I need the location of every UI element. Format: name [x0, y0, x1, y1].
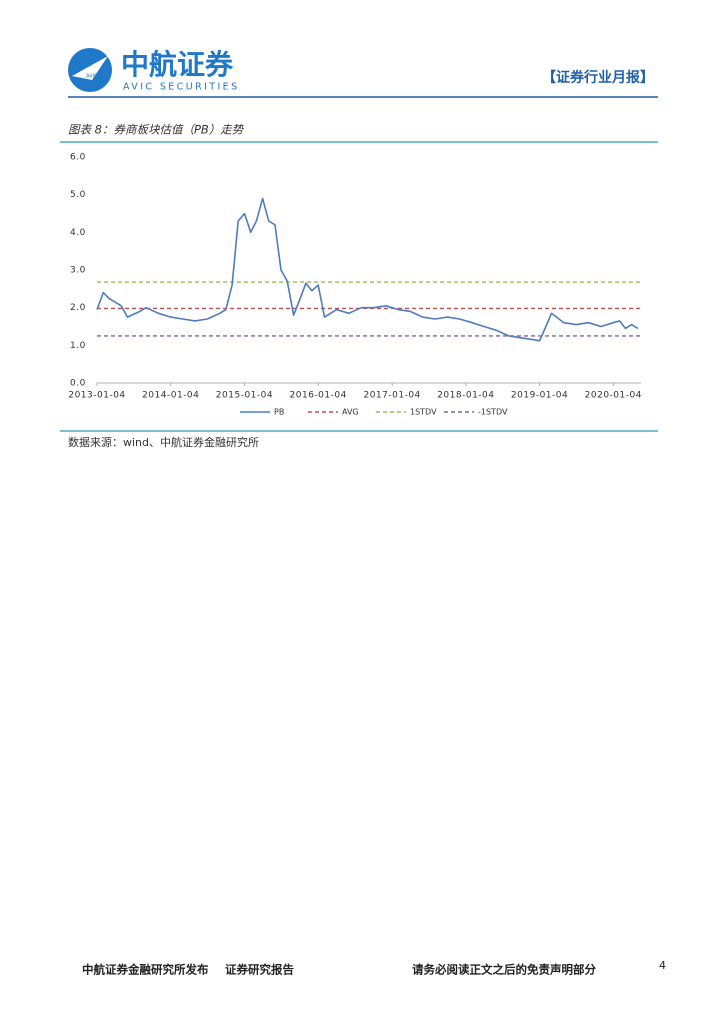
y-tick-label: 6.0: [70, 153, 86, 163]
page-number: 4: [659, 959, 666, 972]
logo-name: 中航证券: [121, 48, 234, 81]
x-tick-label: 2013-01-04: [68, 391, 125, 401]
legend-label: AVG: [342, 408, 359, 417]
figure-caption: 图表 8：券商板块估值（PB）走势: [68, 123, 245, 137]
x-tick-label: 2016-01-04: [290, 391, 347, 401]
footer-publisher: 中航证券金融研究所发布: [82, 963, 209, 977]
x-tick-label: 2015-01-04: [216, 391, 273, 401]
y-tick-label: 3.0: [70, 266, 86, 276]
figure-source: 数据来源：wind、中航证券金融研究所: [68, 435, 259, 449]
y-tick-label: 4.0: [70, 228, 86, 238]
footer-disclaimer: 请务必阅读正文之后的免责声明部分: [412, 963, 596, 977]
footer-doc-type: 证券研究报告: [225, 963, 294, 977]
legend-label: PB: [274, 408, 284, 417]
y-tick-label: 0.0: [70, 379, 86, 389]
y-tick-label: 1.0: [70, 341, 86, 351]
y-tick-label: 5.0: [70, 190, 86, 200]
logo-en: AVIC SECURITIES: [123, 82, 240, 93]
x-tick-label: 2020-01-04: [585, 391, 642, 401]
x-tick-label: 2018-01-04: [437, 391, 494, 401]
logo-plane: [72, 56, 108, 80]
chart: 0.0 1.0 2.0 3.0 4.0 5.0 6.0 2013-01-04 2014-01-0…: [68, 153, 642, 417]
report-type: 【证券行业月报】: [542, 69, 654, 86]
logo-badge: AVIC: [86, 74, 98, 80]
pb-line: [96, 197, 639, 342]
y-tick-label: 2.0: [70, 303, 86, 313]
x-tick-label: 2017-01-04: [363, 391, 420, 401]
legend-label: -1STDV: [478, 408, 508, 417]
x-tick-label: 2019-01-04: [511, 391, 568, 401]
legend-label: 1STDV: [410, 408, 437, 417]
x-tick-label: 2014-01-04: [142, 391, 199, 401]
